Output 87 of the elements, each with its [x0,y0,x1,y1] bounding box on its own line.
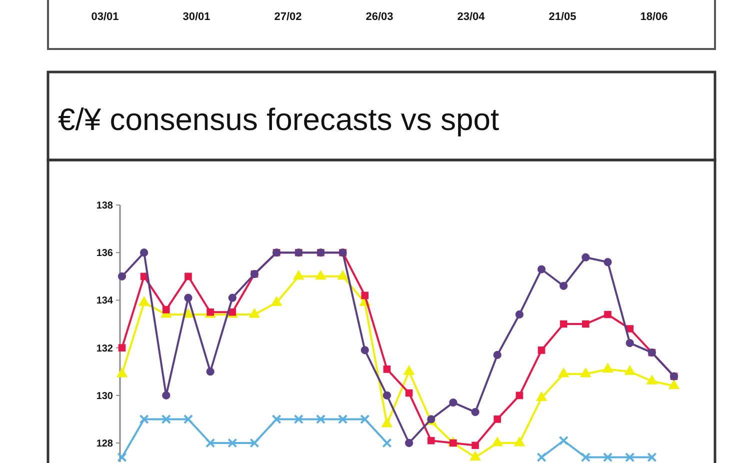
point [580,452,591,462]
point [560,282,568,290]
point [117,452,127,462]
point [361,292,369,300]
point [494,416,502,423]
point [470,451,481,461]
point [315,270,326,280]
y-tick-label: 138 [96,200,114,212]
point [626,338,634,348]
point [427,436,435,444]
point [560,320,568,328]
point [337,270,348,280]
text: 30/01 [182,11,210,23]
point [558,436,568,446]
point [404,438,414,448]
point [625,452,635,462]
point [228,438,238,448]
point [582,320,590,328]
point [582,253,590,262]
point [383,366,391,373]
point [537,265,546,274]
point [360,414,370,424]
point [624,366,636,375]
point [604,258,612,266]
point [271,296,282,306]
point [184,272,192,280]
point [602,363,614,372]
point [382,418,392,428]
point [405,389,413,397]
point [250,438,260,448]
point [536,392,547,402]
point [558,368,569,378]
point [382,438,392,448]
point [316,414,326,424]
point [471,408,480,416]
point [118,272,126,280]
point [492,436,503,446]
point [161,414,171,424]
point [116,368,128,378]
point [206,368,214,376]
point [338,414,348,424]
point [184,294,192,302]
point [580,368,591,378]
point [602,452,613,462]
point [516,392,524,400]
text: 23/04 [457,11,486,23]
point [118,344,126,352]
text: 18/06 [640,11,668,23]
point [647,452,657,462]
point [249,308,260,318]
point [538,346,546,354]
point [162,306,170,314]
point [382,391,392,400]
point [360,346,369,354]
point [626,325,634,332]
text: 21/05 [548,11,576,23]
y-tick-label: 132 [96,343,114,354]
y-tick-label: 130 [96,390,114,402]
chart-title: €/¥ consensus forecasts vs spot [58,102,500,137]
point [668,380,680,390]
point [536,452,546,462]
point [294,414,304,424]
point [228,294,236,302]
point [514,436,525,446]
point [472,442,479,450]
text: 27/02 [274,11,302,23]
text: 26/03 [366,11,394,23]
point [182,308,194,318]
point [293,270,304,280]
point [205,438,216,448]
point [183,414,194,424]
point [450,439,457,447]
y-tick-label: 136 [96,248,114,260]
point [139,414,149,424]
point [140,248,148,257]
point [493,350,502,359]
point [404,366,414,375]
y-tick-label: 128 [96,438,114,450]
point [162,391,170,400]
point [604,310,612,318]
point [515,310,524,319]
y-tick-label: 134 [96,296,114,307]
point [646,375,658,384]
text: 03/01 [91,11,119,23]
point [138,296,150,306]
point [272,414,282,424]
point [449,398,458,407]
